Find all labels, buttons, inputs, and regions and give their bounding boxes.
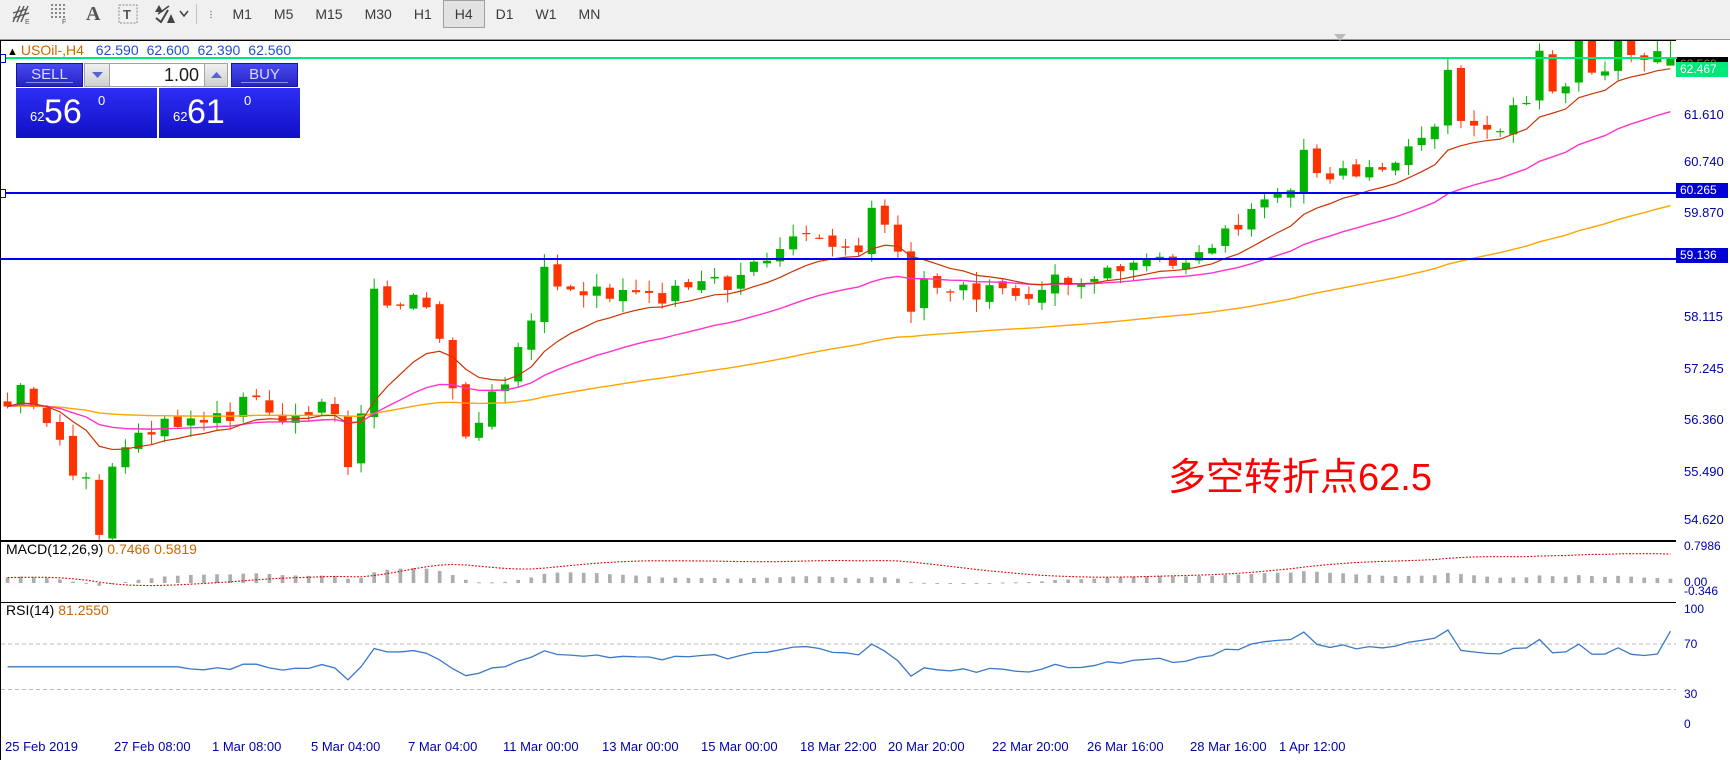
svg-text:E: E bbox=[25, 19, 30, 26]
svg-text:T: T bbox=[123, 7, 131, 22]
svg-text:F: F bbox=[62, 19, 66, 26]
